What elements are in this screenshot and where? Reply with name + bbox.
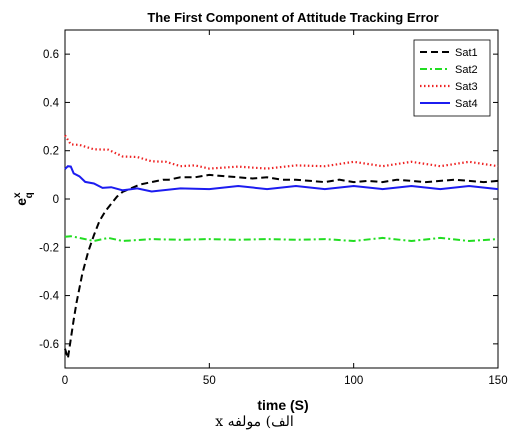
series-line-sat1 <box>64 173 499 359</box>
y-tick-label: -0.4 <box>39 291 59 303</box>
y-tick-label: 0 <box>53 194 59 206</box>
y-axis-label-base: e <box>13 198 29 206</box>
legend: Sat1 Sat2 Sat3 Sat4 <box>413 39 491 117</box>
x-tick-label: 100 <box>344 375 363 387</box>
y-tick-label: 0.4 <box>43 97 60 109</box>
figure-caption: الف) مولفه x <box>215 414 294 430</box>
series-layer <box>64 134 499 359</box>
x-tick-label: 0 <box>62 375 68 387</box>
x-axis-label: time (S) <box>257 397 308 413</box>
svg-text:exq: exq <box>12 192 35 206</box>
y-axis-label: exq <box>12 192 35 206</box>
legend-label-sat4: Sat4 <box>455 98 478 110</box>
legend-label-sat2: Sat2 <box>455 64 478 76</box>
x-tick-label: 150 <box>488 375 507 387</box>
legend-label-sat3: Sat3 <box>455 81 478 93</box>
y-axis-label-sub: q <box>24 192 35 198</box>
y-axis-ticks: -0.6 -0.4 -0.2 0 0.2 0.4 0.6 <box>39 49 498 351</box>
chart-title: The First Component of Attitude Tracking… <box>147 10 438 25</box>
y-tick-label: -0.6 <box>39 339 59 351</box>
legend-label-sat1: Sat1 <box>455 47 478 59</box>
y-axis-label-sup: x <box>12 192 23 198</box>
series-line-sat2 <box>64 235 499 243</box>
y-tick-label: 0.2 <box>43 146 59 158</box>
y-tick-label: -0.2 <box>39 242 59 254</box>
x-axis-ticks: 0 50 100 150 <box>62 30 508 387</box>
x-tick-label: 50 <box>203 375 216 387</box>
y-tick-label: 0.6 <box>43 49 59 61</box>
series-line-sat4 <box>64 165 499 193</box>
